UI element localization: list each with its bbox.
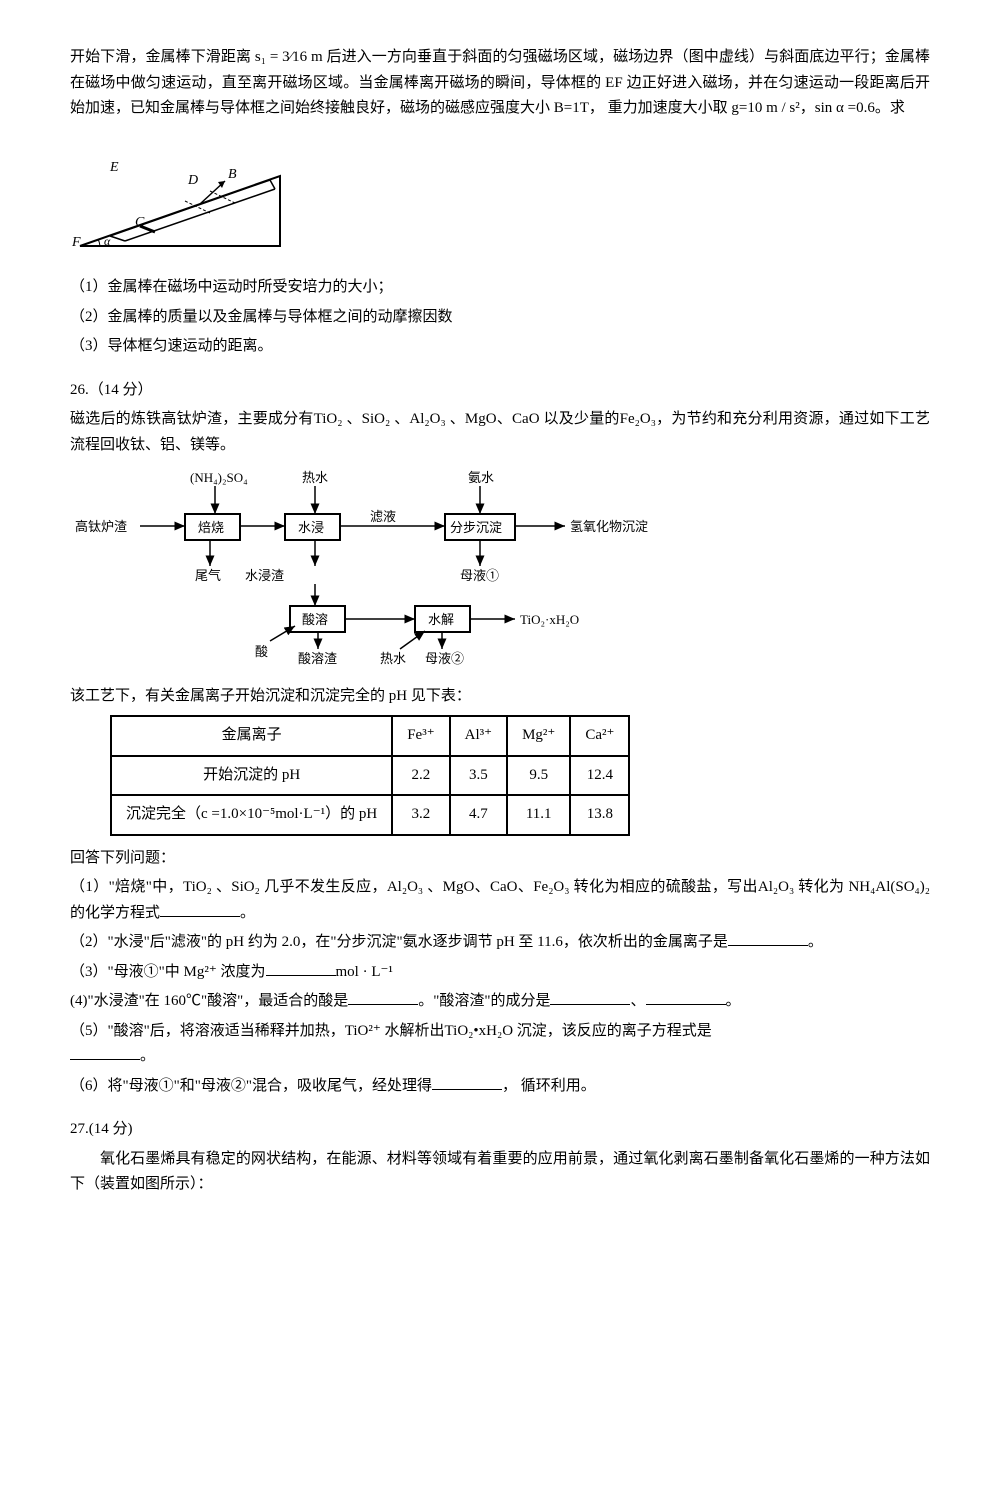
svg-text:尾气: 尾气 [195,568,221,583]
q25-sub2: （2）金属棒的质量以及金属棒与导体框之间的动摩擦因数 [70,305,930,331]
q26-a5: （5）"酸溶"后，将溶液适当稀释并加热，TiO²⁺ 水解析出TiO₂•xH₂O … [70,1019,930,1070]
q26-a3-pre: （3）"母液①"中 Mg²⁺ 浓度为 [70,964,266,980]
q26-a6: （6）将"母液①"和"母液②"混合，吸收尾气，经处理得 ， 循环利用。 [70,1074,930,1100]
q26-a6-pre: （6）将"母液①"和"母液②"混合，吸收尾气，经处理得 [70,1078,432,1094]
svg-text:焙烧: 焙烧 [198,520,224,535]
svg-text:TiO₂·xH₂O: TiO₂·xH₂O [520,612,579,627]
svg-text:滤液: 滤液 [370,509,396,524]
table-cell: 2.2 [392,756,449,796]
q26-a2-pre: （2）"水浸"后"滤液"的 pH 约为 2.0，在"分步沉淀"氨水逐步调节 pH… [70,934,728,950]
physics-incline-diagram: E D C F B α [70,136,300,266]
q27-body: 氧化石墨烯具有稳定的网状结构，在能源、材料等领域有着重要的应用前景，通过氧化剥离… [70,1147,930,1198]
q26-a6-post: ， 循环利用。 [502,1078,596,1094]
table-cell: 3.5 [450,756,507,796]
svg-text:α: α [104,234,111,248]
fill-blank[interactable] [70,1045,140,1060]
q25-sub1: （1）金属棒在磁场中运动时所受安培力的大小； [70,275,930,301]
svg-text:水浸渣: 水浸渣 [245,568,284,583]
svg-text:热水: 热水 [380,651,406,666]
svg-text:C: C [135,215,145,230]
q26-a4-mid: 。"酸溶渣"的成分是 [418,993,550,1009]
table-row: 金属离子 Fe³⁺ Al³⁺ Mg²⁺ Ca²⁺ [111,716,629,756]
table-cell: 4.7 [450,795,507,835]
table-header: Ca²⁺ [570,716,629,756]
table-row: 开始沉淀的 pH 2.2 3.5 9.5 12.4 [111,756,629,796]
fill-blank[interactable] [728,931,808,946]
q26-a3: （3）"母液①"中 Mg²⁺ 浓度为 mol · L⁻¹ [70,960,930,986]
table-cell: 开始沉淀的 pH [111,756,392,796]
q26-table-lead: 该工艺下，有关金属离子开始沉淀和沉淀完全的 pH 见下表： [70,684,930,710]
svg-text:氨水: 氨水 [468,470,494,485]
svg-text:分步沉淀: 分步沉淀 [450,520,502,535]
q25-sub3: （3）导体框匀速运动的距离。 [70,334,930,360]
q26-header: 26.（14 分） [70,378,930,404]
svg-text:氢氧化物沉淀: 氢氧化物沉淀 [570,519,648,534]
q26-a4-pre: (4)"水浸渣"在 160℃"酸溶"，最适合的酸是 [70,993,348,1009]
svg-text:酸: 酸 [255,644,268,659]
svg-text:D: D [187,173,198,188]
fill-blank[interactable] [646,990,726,1005]
q26-answer-lead: 回答下列问题： [70,846,930,872]
ion-ph-table: 金属离子 Fe³⁺ Al³⁺ Mg²⁺ Ca²⁺ 开始沉淀的 pH 2.2 3.… [110,715,630,836]
fill-blank[interactable] [432,1075,502,1090]
q26-a1: （1）"焙烧"中，TiO₂ 、SiO₂ 几乎不发生反应，Al₂O₃ 、MgO、C… [70,875,930,926]
q26-a4-post: 。 [726,993,741,1009]
q26-lead: 磁选后的炼铁高钛炉渣，主要成分有TiO₂ 、SiO₂ 、Al₂O₃ 、MgO、C… [70,407,930,458]
table-header: Al³⁺ [450,716,507,756]
table-cell: 13.8 [570,795,629,835]
table-header: 金属离子 [111,716,392,756]
table-cell: 11.1 [507,795,570,835]
svg-text:热水: 热水 [302,470,328,485]
q26-a2-post: 。 [808,934,823,950]
svg-text:水解: 水解 [428,612,454,627]
q27-header: 27.(14 分) [70,1117,930,1143]
q26-a2: （2）"水浸"后"滤液"的 pH 约为 2.0，在"分步沉淀"氨水逐步调节 pH… [70,930,930,956]
q26-a5-post: 。 [140,1048,155,1064]
svg-text:水浸: 水浸 [298,520,324,535]
svg-text:E: E [109,160,119,175]
q26-a3-post: mol · L⁻¹ [336,964,393,980]
fill-blank[interactable] [160,902,240,917]
q26-a4-sep: 、 [630,993,645,1009]
svg-text:酸溶: 酸溶 [302,612,328,627]
svg-text:(NH₄)₂SO₄: (NH₄)₂SO₄ [190,470,248,485]
table-cell: 沉淀完全（c =1.0×10⁻⁵mol·L⁻¹）的 pH [111,795,392,835]
svg-text:母液①: 母液① [460,568,499,583]
svg-text:B: B [228,167,237,182]
svg-text:高钛炉渣: 高钛炉渣 [75,519,127,534]
fill-blank[interactable] [348,990,418,1005]
fill-blank[interactable] [550,990,630,1005]
table-cell: 12.4 [570,756,629,796]
svg-text:酸溶渣: 酸溶渣 [298,651,337,666]
table-cell: 3.2 [392,795,449,835]
table-row: 沉淀完全（c =1.0×10⁻⁵mol·L⁻¹）的 pH 3.2 4.7 11.… [111,795,629,835]
svg-text:母液②: 母液② [425,651,464,666]
table-cell: 9.5 [507,756,570,796]
q26-a4: (4)"水浸渣"在 160℃"酸溶"，最适合的酸是 。"酸溶渣"的成分是 、 。 [70,989,930,1015]
fill-blank[interactable] [266,961,336,976]
q26-a1-post: 。 [240,905,255,921]
intro-paragraph: 开始下滑，金属棒下滑距离 s₁ = 3⁄16 m 后进入一方向垂直于斜面的匀强磁… [70,45,930,122]
svg-text:F: F [71,235,81,250]
process-flow-diagram: .bx{fill:#fff;stroke:#000;stroke-width:2… [70,466,930,676]
table-header: Mg²⁺ [507,716,570,756]
table-header: Fe³⁺ [392,716,449,756]
q26-a5-pre: （5）"酸溶"后，将溶液适当稀释并加热，TiO²⁺ 水解析出TiO₂•xH₂O … [70,1023,712,1039]
